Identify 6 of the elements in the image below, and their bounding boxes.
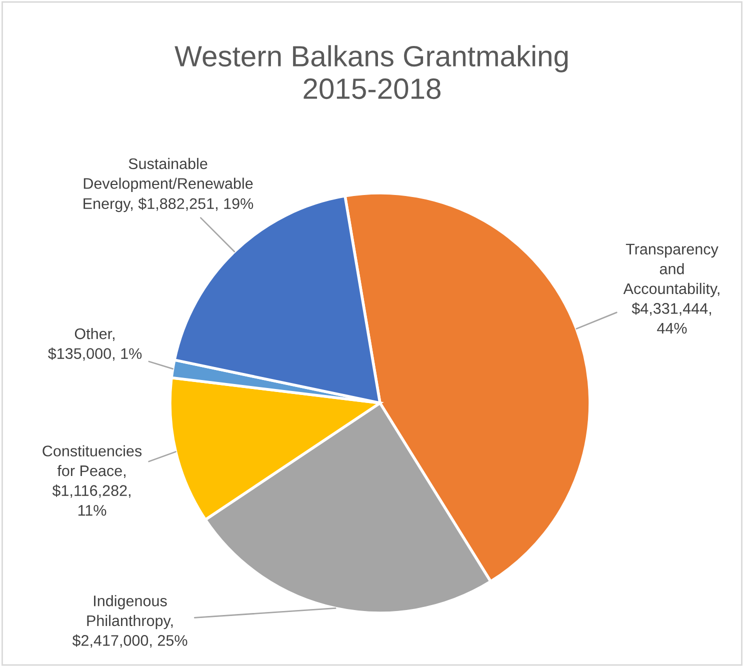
slice-label: Transparency and Accountability, $4,331,444, 44% — [623, 244, 720, 334]
slice-label: Sustainable Development/Renewable Energy, $1,882,251, 19% — [84, 158, 254, 212]
slice-label: Constituencies for Peace, $1,116,282, 11% — [42, 445, 142, 516]
slice-label: Indigenous Philanthropy, $2,417,000, 25% — [72, 595, 188, 648]
chart-title: Western Balkans Grantmaking 2015-2018 — [174, 45, 568, 100]
slice-label: Other, $135,000, 1% — [48, 328, 142, 361]
